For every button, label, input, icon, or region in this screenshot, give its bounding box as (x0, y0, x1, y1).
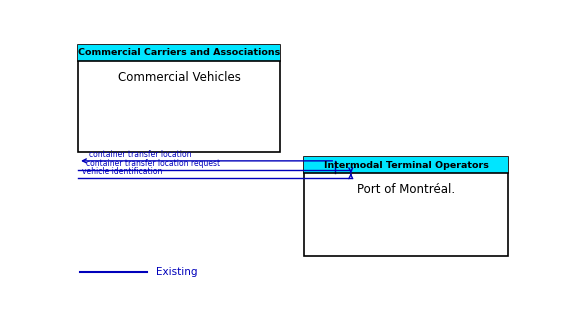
Bar (78, 45, 280, 61)
Text: Commercial Carriers and Associations: Commercial Carriers and Associations (78, 48, 280, 57)
Text: container transfer location request: container transfer location request (86, 159, 220, 168)
Text: Port of Montréal.: Port of Montréal. (357, 183, 455, 196)
Text: container transfer location: container transfer location (89, 150, 192, 159)
Bar (304, 157, 508, 256)
Bar (78, 45, 280, 152)
Text: vehicle identification: vehicle identification (82, 168, 162, 177)
Bar (304, 157, 508, 173)
Text: Intermodal Terminal Operators: Intermodal Terminal Operators (324, 161, 488, 170)
Text: Existing: Existing (156, 267, 197, 277)
Text: Commercial Vehicles: Commercial Vehicles (118, 71, 240, 84)
